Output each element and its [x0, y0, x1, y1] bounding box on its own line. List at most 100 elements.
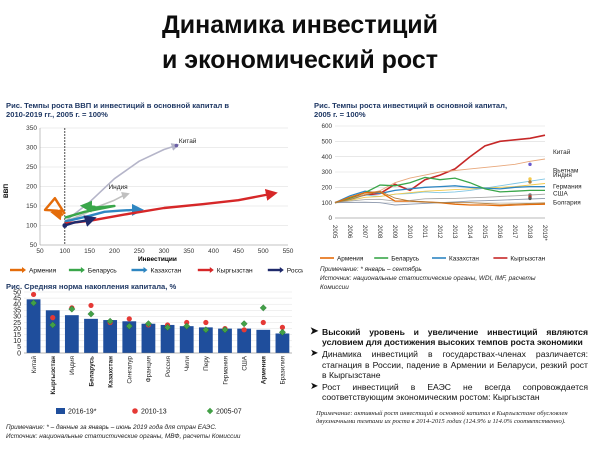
end-marker — [528, 162, 532, 167]
x-tick-label: 250 — [134, 248, 145, 255]
marker-2005-07 — [164, 323, 172, 331]
marker-2005-07 — [202, 326, 210, 334]
bullet-item: ➤ Высокий уровень и увеличение инвестиций… — [310, 326, 588, 347]
bar-11 — [237, 328, 252, 353]
y-tick-label: 300 — [321, 169, 332, 176]
y-tick-label: 40 — [13, 302, 21, 309]
bar-5 — [122, 321, 137, 353]
marker-2010-13 — [30, 291, 37, 298]
x-tick-label: 2007 — [361, 225, 367, 239]
chart1-xlabel: Инвестиции — [138, 256, 177, 263]
chart1-gdp-vs-investment: 50 100 150 200 250 300 350 50 100 150 200 250 300 350… — [3, 125, 294, 263]
y-tick-label: 250 — [26, 164, 37, 171]
x-tick-label: 500 — [258, 248, 269, 255]
chart2-note-3: Комиссии — [320, 284, 349, 291]
marker-2010-13 — [184, 319, 190, 326]
series-line-2 — [43, 197, 66, 221]
marker-2005-07 — [240, 320, 248, 328]
legend-label: Армения — [337, 256, 364, 263]
legend-label: Беларусь — [88, 268, 117, 275]
category-label: Сингапур — [127, 356, 134, 384]
y-tick-label: 30 — [13, 314, 21, 321]
x-tick-label: 2008 — [376, 225, 382, 239]
slide-title-line-1: Динамика инвестиций — [161, 11, 439, 39]
marker-2005-07 — [49, 321, 57, 329]
x-tick-label: 550 — [283, 248, 294, 255]
series-label: США — [553, 190, 568, 197]
legend-bar-swatch — [56, 408, 65, 414]
bullet-item: ➤ Динамика инвестиций в государствах-член… — [310, 349, 588, 380]
category-label: Казахстан — [107, 356, 114, 388]
y-tick-label: 150 — [26, 203, 37, 210]
bar-10 — [218, 328, 232, 353]
x-tick-label: 150 — [84, 248, 95, 255]
china-end-point — [174, 143, 179, 148]
chart3-note-2: Источник: национальные статистические ор… — [6, 433, 241, 440]
legend-arrow-icon — [22, 267, 26, 273]
legend-label: Кыргызстан — [217, 268, 253, 275]
y-tick-label: 50 — [13, 289, 21, 296]
origin-point — [62, 223, 68, 228]
legend-label: Армения — [29, 268, 57, 275]
chart3-caption: Рис. Средняя норма накопления капитала, … — [6, 282, 177, 291]
marker-2005-07 — [125, 322, 133, 330]
x-tick-label: 2013 — [451, 225, 457, 239]
x-tick-label: 2014 — [466, 225, 472, 239]
y-tick-label: 5 — [17, 344, 21, 351]
series-line-2 — [334, 178, 546, 204]
x-tick-label: 450 — [233, 248, 244, 255]
y-tick-label: 200 — [321, 185, 332, 192]
series-line-9 — [334, 190, 546, 205]
legend-arrow-icon — [80, 267, 85, 273]
series-line-6 — [64, 215, 97, 227]
chart2-investment-growth: 0 100 200 300 400 500 600 2005 2006 2007 2008 2009 2… — [321, 123, 582, 241]
chart2-note-1: Примечание: * январь – сентябрь — [320, 266, 422, 273]
end-marker — [528, 196, 532, 201]
series-label: Китай — [553, 148, 571, 156]
series-line-7 — [334, 176, 545, 204]
category-label: Перу — [203, 355, 210, 371]
bar-2 — [64, 315, 79, 353]
bullet-marker-icon: ➤ — [310, 326, 319, 337]
marker-2005-07 — [106, 317, 114, 325]
y-tick-label: 45 — [13, 295, 21, 302]
series-line-3 — [64, 200, 116, 219]
x-tick-label: 50 — [36, 248, 44, 255]
legend-label: 2016-19* — [68, 409, 97, 416]
y-tick-label: 35 — [13, 308, 21, 315]
x-tick-label: 2005 — [331, 225, 337, 239]
bar-4 — [103, 320, 118, 353]
y-tick-label: 50 — [30, 242, 38, 249]
legend-label: Казахстан — [151, 268, 182, 275]
category-label: Беларусь — [88, 356, 95, 387]
marker-2005-07 — [68, 305, 76, 313]
category-label: Франция — [146, 355, 153, 382]
category-label: Россия — [165, 355, 172, 376]
marker-2005-07 — [221, 326, 229, 334]
y-tick-label: 20 — [13, 326, 21, 333]
marker-2010-13 — [88, 302, 94, 309]
marker-2010-13 — [126, 316, 132, 322]
india-label: Индия — [108, 184, 128, 191]
bar-7 — [160, 324, 175, 353]
x-tick-label: 2012 — [436, 225, 442, 239]
series-label: Вьетнам — [553, 167, 578, 174]
x-tick-label: 300 — [159, 248, 170, 255]
marker-2005-07 — [30, 299, 38, 307]
series-line-0 — [334, 134, 546, 204]
slide-title-line-2: и экономический рост — [161, 46, 439, 74]
y-tick-label: 0 — [328, 215, 332, 222]
y-tick-label: 0 — [17, 350, 21, 357]
series-line-5 — [334, 193, 546, 204]
y-tick-label: 500 — [321, 139, 332, 146]
end-marker — [528, 177, 532, 181]
bullet-marker-icon: ➤ — [310, 348, 319, 360]
chart2-caption-line-2: 2005 г. = 100% — [314, 110, 366, 119]
y-tick-label: 15 — [13, 332, 21, 339]
bar-0 — [26, 299, 41, 353]
marker-2005-07 — [259, 304, 267, 312]
x-tick-label: 2015 — [481, 225, 487, 239]
x-tick-label: 100 — [59, 248, 70, 255]
x-tick-label: 2006 — [346, 225, 352, 239]
chart2-note-2: Источник: национальные статистические ор… — [320, 275, 536, 282]
